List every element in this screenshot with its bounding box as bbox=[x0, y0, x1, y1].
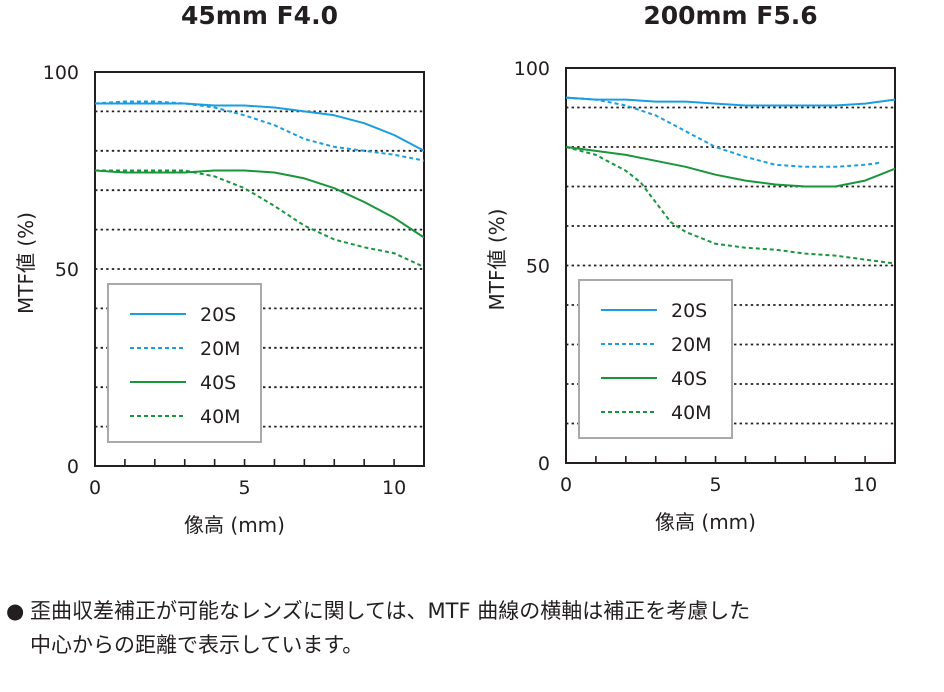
legend-label-40m: 40M bbox=[671, 402, 712, 424]
series-line-20m bbox=[95, 100, 424, 162]
series-line-40m bbox=[95, 169, 424, 268]
series-line-40s bbox=[95, 169, 424, 239]
y-axis-label: MTF値 (%) bbox=[485, 209, 509, 311]
series-line-40m bbox=[566, 146, 895, 265]
chart-title: 45mm F4.0 bbox=[181, 1, 338, 30]
x-tick-label: 0 bbox=[560, 474, 572, 496]
x-tick-label: 0 bbox=[89, 477, 101, 499]
legend-label-20m: 20M bbox=[671, 334, 712, 356]
y-tick-label: 50 bbox=[526, 256, 550, 278]
legend-label-40s: 40S bbox=[671, 368, 707, 390]
legend: 20S 20M 40S 40M bbox=[107, 283, 262, 443]
plot-frame bbox=[94, 71, 425, 467]
y-tick-label: 0 bbox=[538, 453, 550, 475]
x-tick-label: 5 bbox=[238, 477, 250, 499]
series-line-40s bbox=[566, 146, 895, 188]
chart-title: 200mm F5.6 bbox=[643, 1, 817, 30]
x-tick-label: 10 bbox=[853, 474, 877, 496]
legend-label-20s: 20S bbox=[671, 300, 707, 322]
legend: 20S 20M 40S 40M bbox=[578, 279, 733, 439]
x-tick-label: 5 bbox=[709, 474, 721, 496]
legend-label-40m: 40M bbox=[200, 406, 241, 428]
series-line-20m bbox=[566, 96, 881, 168]
x-axis-label: 像高 (mm) bbox=[655, 510, 756, 534]
legend-label-20s: 20S bbox=[200, 304, 236, 326]
footnote-bullet: ● bbox=[6, 599, 25, 623]
legend-label-20m: 20M bbox=[200, 338, 241, 360]
chart-1: 45mm F4.0 0 50 100 0 5 10 像高 (mm) MTF値 (%) 20S 20M… bbox=[14, 1, 425, 537]
series-line-20s bbox=[95, 102, 424, 152]
footnote-text-1: 歪曲収差補正が可能なレンズに関しては、MTF 曲線の横軸は補正を考慮した bbox=[30, 599, 751, 623]
plot-frame bbox=[565, 67, 896, 464]
y-axis-label: MTF値 (%) bbox=[14, 212, 38, 314]
legend-label-40s: 40S bbox=[200, 372, 236, 394]
footnote: ● 歪曲収差補正が可能なレンズに関しては、MTF 曲線の横軸は補正を考慮した 中心… bbox=[6, 594, 938, 662]
x-tick-label: 10 bbox=[382, 477, 406, 499]
y-tick-label: 100 bbox=[514, 58, 550, 80]
x-axis-label: 像高 (mm) bbox=[184, 513, 285, 537]
y-tick-label: 100 bbox=[43, 62, 79, 84]
y-tick-label: 0 bbox=[67, 456, 79, 478]
series-line-20s bbox=[566, 96, 895, 107]
y-tick-label: 50 bbox=[55, 259, 79, 281]
footnote-line-1: ● 歪曲収差補正が可能なレンズに関しては、MTF 曲線の横軸は補正を考慮した bbox=[6, 594, 938, 628]
footnote-line-2: 中心からの距離で表示しています。 bbox=[30, 633, 364, 657]
